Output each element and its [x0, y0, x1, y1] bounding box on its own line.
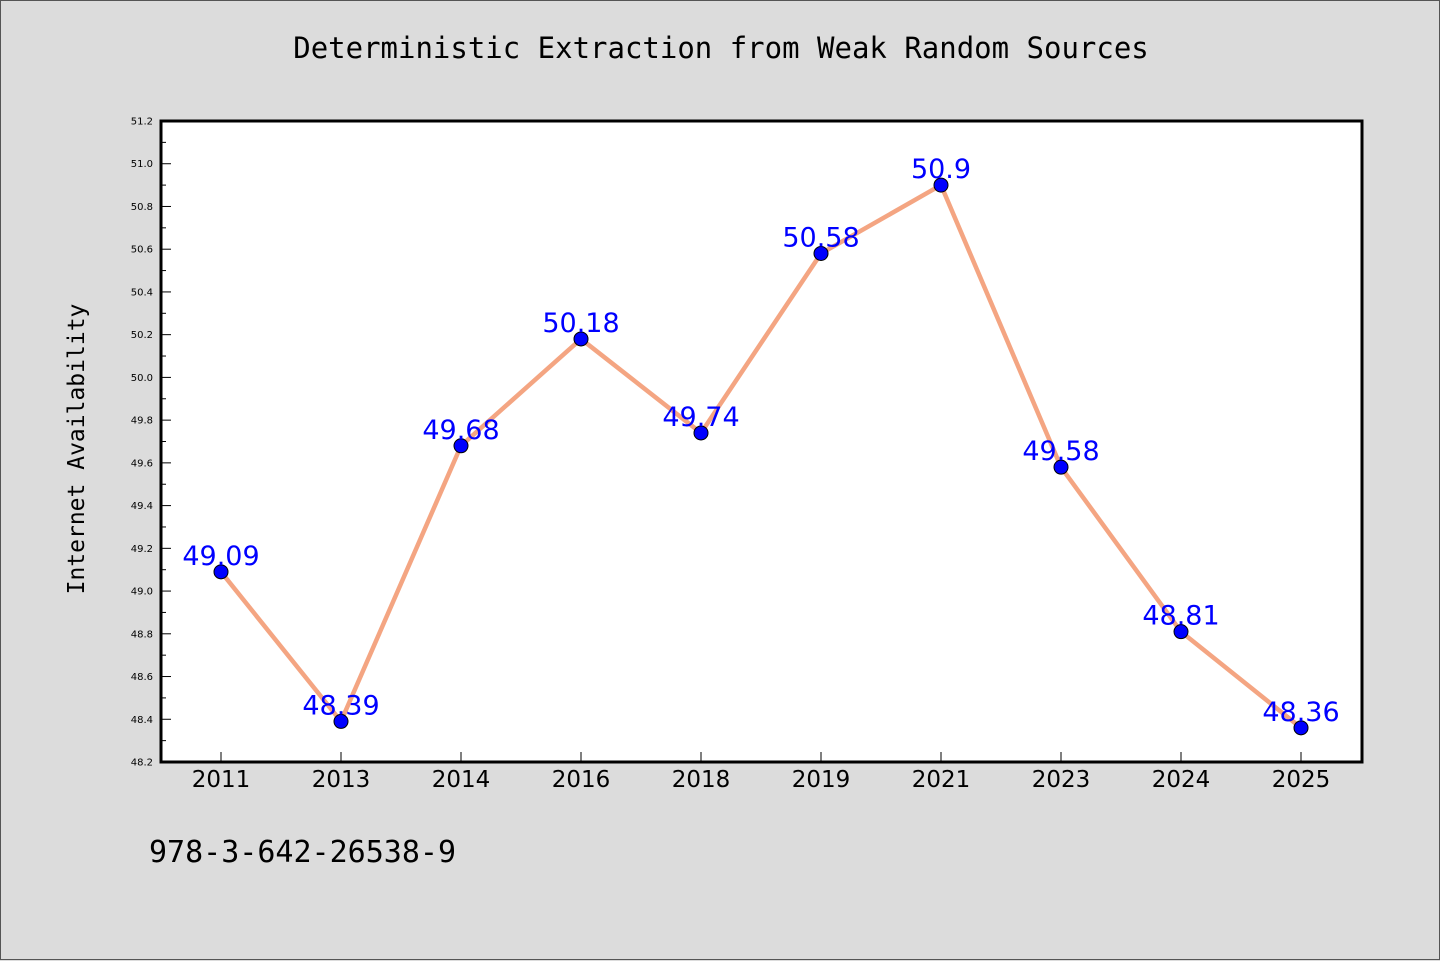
data-label: 48.36: [1262, 697, 1339, 728]
data-label: 48.39: [302, 690, 379, 721]
y-tick-label: 49.8: [131, 416, 153, 427]
data-point: [1293, 720, 1309, 736]
data-label: 50.9: [911, 154, 971, 185]
y-tick-label: 50.6: [131, 245, 153, 256]
data-point: [1173, 624, 1189, 640]
x-tick-label: 2014: [432, 767, 491, 793]
x-tick-label: 2013: [312, 767, 371, 793]
y-tick-label: 49.2: [131, 544, 153, 555]
x-tick-label: 2016: [552, 767, 611, 793]
data-point: [813, 245, 829, 261]
data-label: 48.81: [1142, 601, 1219, 632]
y-tick-label: 51.0: [131, 159, 153, 170]
chart-title: Deterministic Extraction from Weak Rando…: [293, 31, 1149, 65]
y-tick-label: 48.2: [131, 758, 153, 769]
data-label: 49.68: [422, 415, 499, 446]
data-point: [933, 177, 949, 193]
y-tick-label: 48.6: [131, 672, 153, 683]
y-tick-label: 49.4: [131, 501, 153, 512]
data-label: 50.18: [542, 308, 619, 339]
data-label: 49.74: [662, 402, 739, 433]
data-point: [213, 564, 229, 580]
data-label: 50.58: [782, 222, 859, 253]
data-label: 49.58: [1022, 436, 1099, 467]
y-tick-label: 49.6: [131, 458, 153, 469]
footer-isbn: 978-3-642-26538-9: [149, 835, 457, 870]
data-point: [1053, 459, 1069, 475]
y-tick-label: 50.2: [131, 330, 153, 341]
plot-area: [161, 121, 1362, 762]
x-tick-label: 2023: [1032, 767, 1091, 793]
data-label: 49.09: [182, 541, 259, 572]
x-tick-label: 2011: [192, 767, 251, 793]
data-point: [333, 713, 349, 729]
y-tick-label: 48.4: [131, 715, 153, 726]
data-point: [453, 438, 469, 454]
x-tick-label: 2019: [792, 767, 851, 793]
x-tick-label: 2021: [912, 767, 971, 793]
y-tick-label: 50.0: [131, 373, 153, 384]
y-tick-label: 50.4: [131, 287, 153, 298]
data-point: [573, 331, 589, 347]
data-point: [693, 425, 709, 441]
x-tick-label: 2018: [672, 767, 731, 793]
plot-frame: [159, 119, 1364, 764]
y-tick-label: 51.2: [131, 117, 153, 128]
y-tick-label: 48.8: [131, 629, 153, 640]
x-tick-label: 2025: [1272, 767, 1331, 793]
y-tick-label: 49.0: [131, 587, 153, 598]
x-tick-label: 2024: [1152, 767, 1211, 793]
y-tick-label: 50.8: [131, 202, 153, 213]
series-line: [218, 182, 1304, 731]
